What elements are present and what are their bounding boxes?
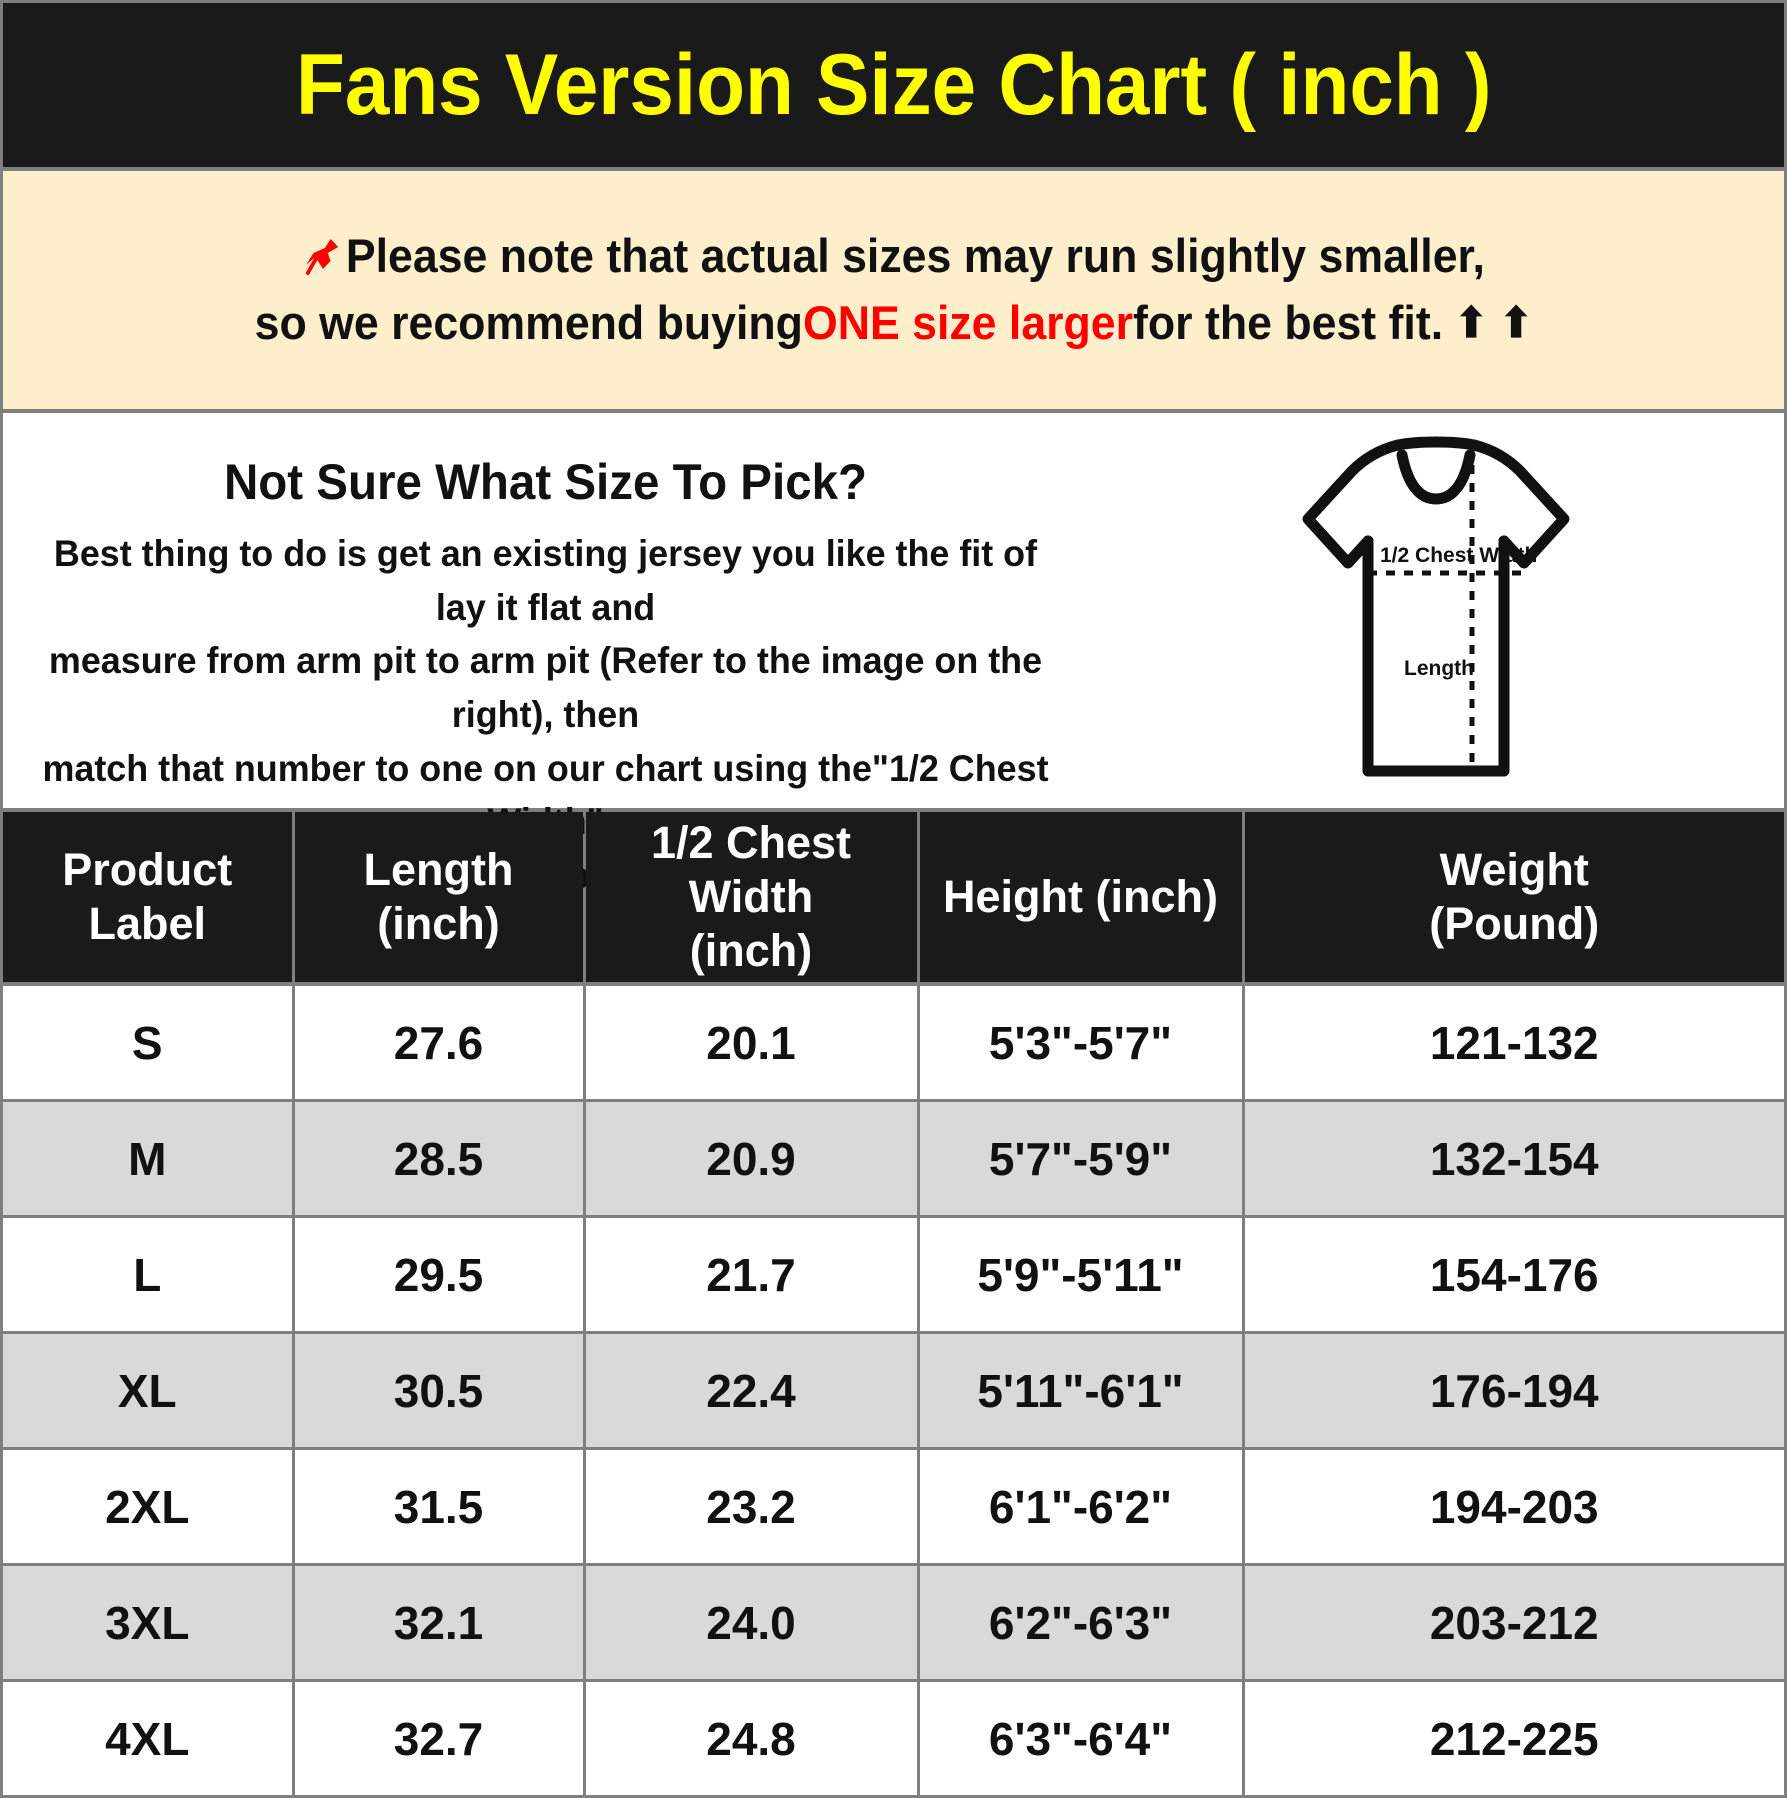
cell-chest: 20.9 bbox=[584, 1100, 920, 1219]
col-header-line: Height (inch) bbox=[943, 871, 1218, 922]
tshirt-diagram-column: 1/2 Chest Width Length bbox=[1088, 413, 1784, 783]
col-header-line: Product bbox=[62, 844, 233, 895]
cell-height: 6'1"-6'2" bbox=[918, 1448, 1245, 1567]
table-body: S 27.6 20.1 5'3"-5'7" 121-132 M 28.5 20.… bbox=[3, 984, 1784, 1795]
col-header-line: (inch) bbox=[689, 925, 813, 976]
cell-length: 32.7 bbox=[293, 1680, 586, 1795]
cell-chest: 23.2 bbox=[584, 1448, 920, 1567]
col-header-line: 1/2 Chest Width bbox=[650, 817, 852, 922]
cell-size-label: M bbox=[3, 1100, 295, 1219]
cell-weight: 154-176 bbox=[1243, 1216, 1784, 1335]
cell-chest: 21.7 bbox=[584, 1216, 920, 1335]
col-header-line: Weight bbox=[1439, 844, 1589, 895]
cell-height: 6'3"-6'4" bbox=[918, 1680, 1245, 1795]
cell-length: 29.5 bbox=[293, 1216, 586, 1335]
title-banner: Fans Version Size Chart ( inch ) bbox=[3, 3, 1784, 171]
help-heading: Not Sure What Size To Pick? bbox=[223, 454, 868, 510]
help-body-line-3: match that number to one on our chart us… bbox=[42, 747, 1049, 843]
cell-weight: 212-225 bbox=[1243, 1680, 1784, 1795]
col-header-line: (Pound) bbox=[1429, 898, 1600, 949]
cell-size-label: 3XL bbox=[3, 1564, 295, 1683]
table-header: Product Label Length (inch) 1/2 Chest Wi… bbox=[3, 812, 1784, 986]
cell-size-label: 2XL bbox=[3, 1448, 295, 1567]
cell-weight: 176-194 bbox=[1243, 1332, 1784, 1451]
col-header-line: Label bbox=[88, 898, 207, 949]
note-text-1: Please note that actual sizes may run sl… bbox=[345, 229, 1485, 283]
cell-weight: 194-203 bbox=[1243, 1448, 1784, 1567]
cell-chest: 20.1 bbox=[584, 984, 920, 1103]
help-body-line-1: Best thing to do is get an existing jers… bbox=[53, 533, 1038, 628]
up-arrow-icon-2: ⬆ bbox=[1499, 299, 1533, 347]
column-header-chest-width: 1/2 Chest Width (inch) bbox=[584, 812, 920, 986]
cell-weight: 132-154 bbox=[1243, 1100, 1784, 1219]
note-text-2b: for the best fit. bbox=[1132, 296, 1443, 349]
pushpin-icon bbox=[302, 235, 344, 279]
table-header-row: Product Label Length (inch) 1/2 Chest Wi… bbox=[3, 812, 1784, 986]
table-row: 3XL 32.1 24.0 6'2"-6'3" 203-212 bbox=[3, 1564, 1784, 1683]
note-emphasis: ONE size larger bbox=[802, 296, 1133, 349]
cell-height: 6'2"-6'3" bbox=[918, 1564, 1245, 1683]
cell-chest: 24.8 bbox=[584, 1680, 920, 1795]
cell-height: 5'3"-5'7" bbox=[918, 984, 1245, 1103]
cell-height: 5'9"-5'11" bbox=[918, 1216, 1245, 1335]
cell-weight: 203-212 bbox=[1243, 1564, 1784, 1683]
cell-height: 5'11"-6'1" bbox=[918, 1332, 1245, 1451]
column-header-product-label: Product Label bbox=[3, 812, 295, 986]
table-row: M 28.5 20.9 5'7"-5'9" 132-154 bbox=[3, 1100, 1784, 1219]
up-arrow-icon-1: ⬆ bbox=[1454, 299, 1488, 347]
cell-size-label: S bbox=[3, 984, 295, 1103]
cell-size-label: L bbox=[3, 1216, 295, 1335]
length-label: Length bbox=[1404, 657, 1474, 680]
note-banner: Please note that actual sizes may run sl… bbox=[3, 171, 1784, 413]
note-line-1: Please note that actual sizes may run sl… bbox=[302, 223, 1485, 290]
table-row: S 27.6 20.1 5'3"-5'7" 121-132 bbox=[3, 984, 1784, 1103]
cell-length: 32.1 bbox=[293, 1564, 586, 1683]
cell-chest: 22.4 bbox=[584, 1332, 920, 1451]
column-header-height: Height (inch) bbox=[918, 812, 1245, 986]
help-section: Not Sure What Size To Pick? Best thing t… bbox=[3, 413, 1784, 896]
table-row: 2XL 31.5 23.2 6'1"-6'2" 194-203 bbox=[3, 1448, 1784, 1567]
cell-size-label: 4XL bbox=[3, 1680, 295, 1795]
cell-size-label: XL bbox=[3, 1332, 295, 1451]
size-chart-table: Product Label Length (inch) 1/2 Chest Wi… bbox=[3, 812, 1784, 1795]
column-header-weight: Weight (Pound) bbox=[1243, 812, 1784, 986]
table-row: L 29.5 21.7 5'9"-5'11" 154-176 bbox=[3, 1216, 1784, 1335]
note-text-2a: so we recommend buying bbox=[254, 296, 803, 349]
cell-chest: 24.0 bbox=[584, 1564, 920, 1683]
cell-length: 28.5 bbox=[293, 1100, 586, 1219]
cell-length: 27.6 bbox=[293, 984, 586, 1103]
cell-length: 31.5 bbox=[293, 1448, 586, 1567]
table-row: 4XL 32.7 24.8 6'3"-6'4" 212-225 bbox=[3, 1680, 1784, 1795]
help-body-line-2: measure from arm pit to arm pit (Refer t… bbox=[48, 640, 1043, 735]
chest-width-label: 1/2 Chest Width bbox=[1380, 544, 1537, 567]
table-row: XL 30.5 22.4 5'11"-6'1" 176-194 bbox=[3, 1332, 1784, 1451]
col-header-line: Length (inch) bbox=[363, 844, 514, 949]
cell-height: 5'7"-5'9" bbox=[918, 1100, 1245, 1219]
note-line-2: so we recommend buying ONE size larger f… bbox=[254, 290, 1532, 357]
column-header-length: Length (inch) bbox=[293, 812, 586, 986]
cell-weight: 121-132 bbox=[1243, 984, 1784, 1103]
tshirt-diagram-icon: 1/2 Chest Width Length bbox=[1302, 436, 1570, 777]
cell-length: 30.5 bbox=[293, 1332, 586, 1451]
page-title: Fans Version Size Chart ( inch ) bbox=[295, 36, 1492, 133]
